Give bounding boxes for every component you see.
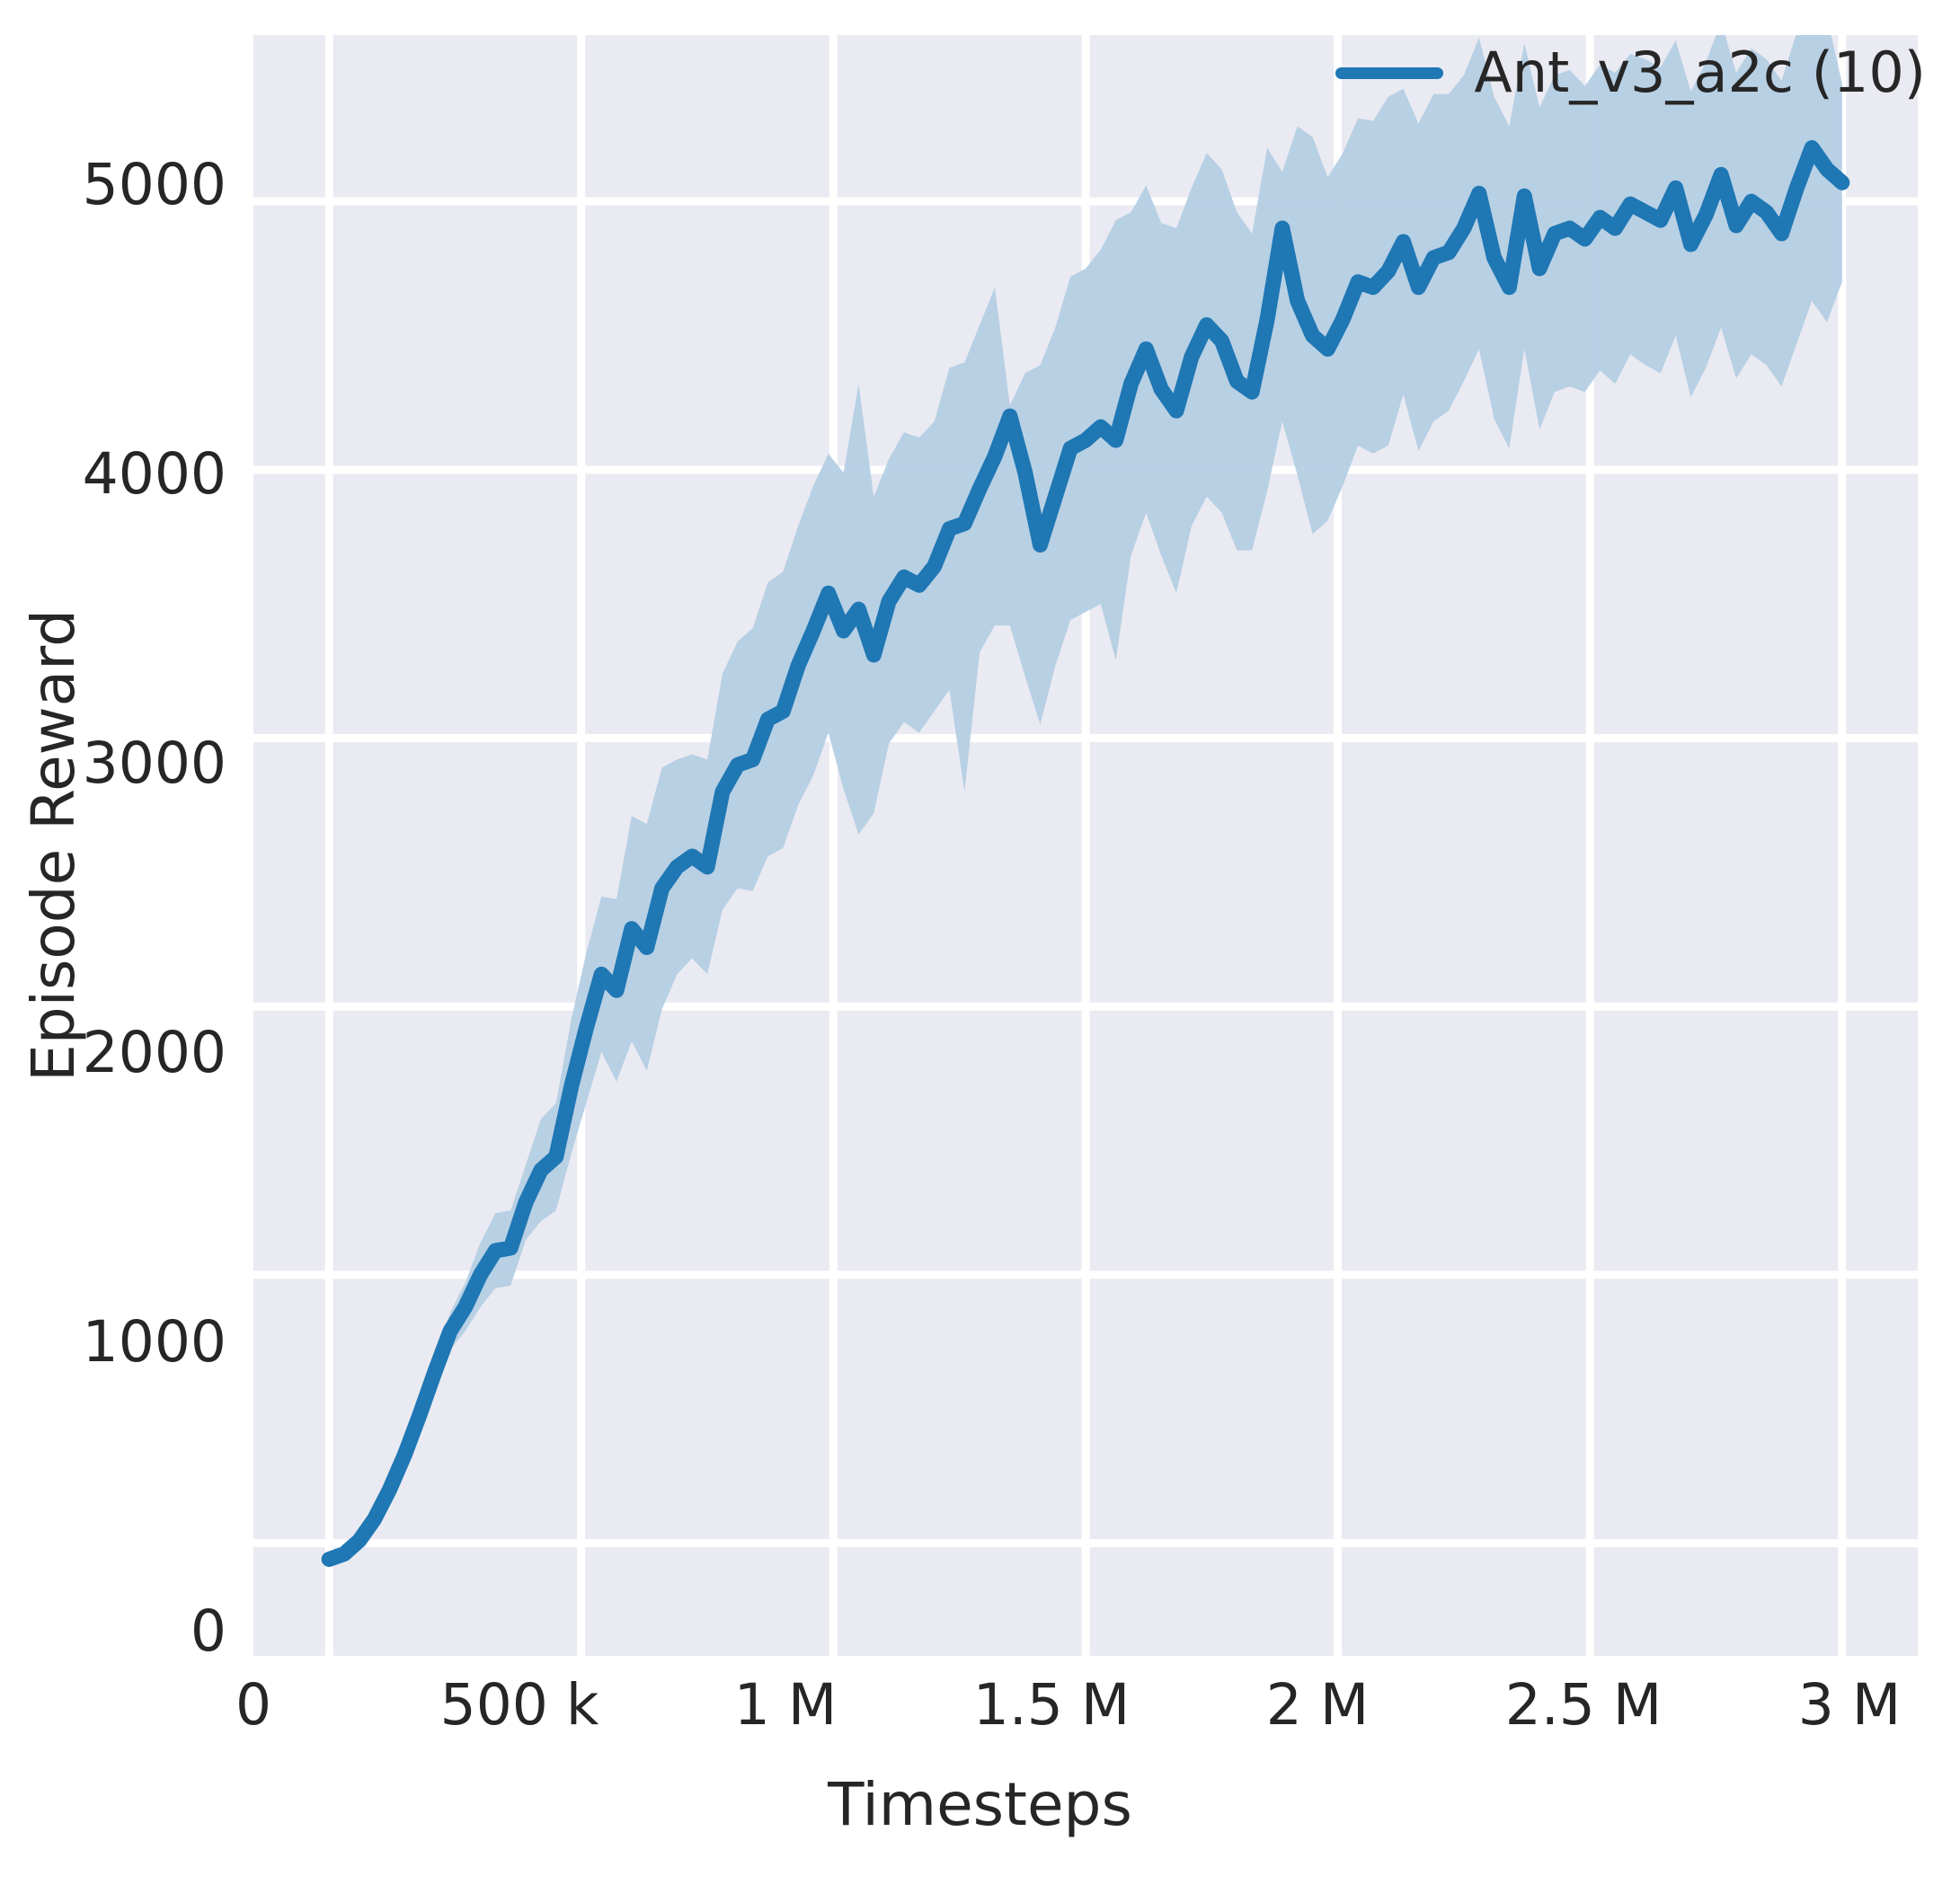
y-axis-title: Episode Reward xyxy=(19,609,89,1082)
confidence-band xyxy=(329,35,1842,1565)
x-tick-label-0: 0 xyxy=(235,1672,272,1738)
y-axis-title-holder: Episode Reward xyxy=(0,0,108,1691)
x-tick-label-2m: 2 M xyxy=(1265,1672,1370,1738)
x-tick-label-3m: 3 M xyxy=(1797,1672,1902,1738)
plot-canvas xyxy=(253,35,1918,1656)
mean-line xyxy=(321,139,1850,1567)
y-tick-label-1000: 1000 xyxy=(82,1309,226,1375)
x-tick-label-2-5m: 2.5 M xyxy=(1504,1672,1663,1738)
x-tick-label-500k: 500 k xyxy=(439,1672,599,1738)
legend-line-swatch xyxy=(1335,66,1444,79)
y-tick-label-4000: 4000 xyxy=(82,441,226,507)
plot-area xyxy=(253,35,1918,1656)
y-tick-label-3000: 3000 xyxy=(82,730,226,796)
x-axis-title: Timesteps xyxy=(828,1770,1132,1839)
legend: Ant_v3_a2c (10) xyxy=(1332,38,1938,108)
y-tick-label-2000: 2000 xyxy=(82,1020,226,1085)
x-tick-label-1m: 1 M xyxy=(733,1672,838,1738)
x-tick-label-1-5m: 1.5 M xyxy=(972,1672,1131,1738)
y-tick-label-0: 0 xyxy=(190,1598,226,1664)
y-tick-label-5000: 5000 xyxy=(82,152,226,217)
legend-label: Ant_v3_a2c (10) xyxy=(1474,40,1926,105)
